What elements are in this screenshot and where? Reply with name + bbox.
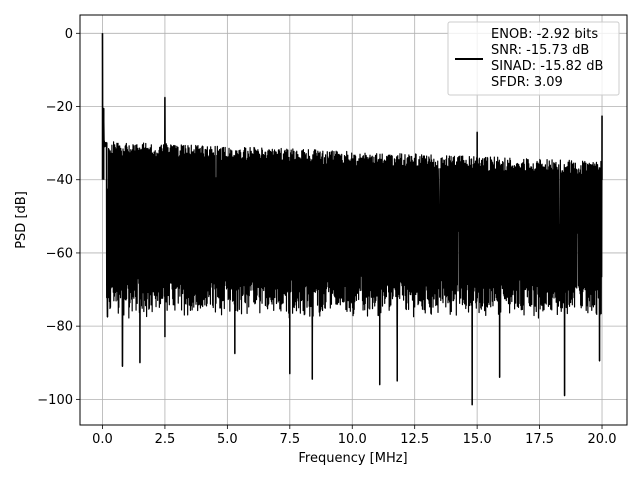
legend-line-enob: ENOB: -2.92 bits xyxy=(491,27,598,42)
x-tick-label: 0.0 xyxy=(92,432,113,447)
x-tick-label: 5.0 xyxy=(217,432,238,447)
x-axis-title: Frequency [MHz] xyxy=(298,451,407,466)
x-tick-label: 12.5 xyxy=(400,432,429,447)
y-tick-label: −80 xyxy=(46,320,73,335)
y-axis-ticks: 0 −20 −40 −60 −80 −100 xyxy=(37,27,80,408)
x-tick-label: 15.0 xyxy=(463,432,492,447)
y-tick-label: 0 xyxy=(65,27,73,42)
x-tick-label: 2.5 xyxy=(155,432,176,447)
y-tick-label: −100 xyxy=(37,393,73,408)
x-tick-label: 20.0 xyxy=(588,432,617,447)
x-tick-label: 10.0 xyxy=(338,432,367,447)
plot-area xyxy=(101,33,603,406)
legend-line-sfdr: SFDR: 3.09 xyxy=(491,75,563,90)
y-tick-label: −40 xyxy=(46,173,73,188)
psd-series-line xyxy=(101,33,603,406)
y-tick-label: −60 xyxy=(46,246,73,261)
y-axis-title: PSD [dB] xyxy=(14,191,29,249)
x-tick-label: 7.5 xyxy=(279,432,300,447)
legend-box xyxy=(447,21,620,96)
x-axis-ticks: 0.0 2.5 5.0 7.5 10.0 12.5 15.0 17.5 20.0 xyxy=(92,425,616,447)
axes-frame xyxy=(79,14,628,426)
legend: ENOB: -2.92 bits SNR: -15.73 dB SINAD: -… xyxy=(447,21,620,96)
legend-line-snr: SNR: -15.73 dB xyxy=(491,43,589,58)
x-tick-label: 17.5 xyxy=(525,432,554,447)
legend-line-sinad: SINAD: -15.82 dB xyxy=(491,59,603,74)
y-tick-label: −20 xyxy=(46,100,73,115)
